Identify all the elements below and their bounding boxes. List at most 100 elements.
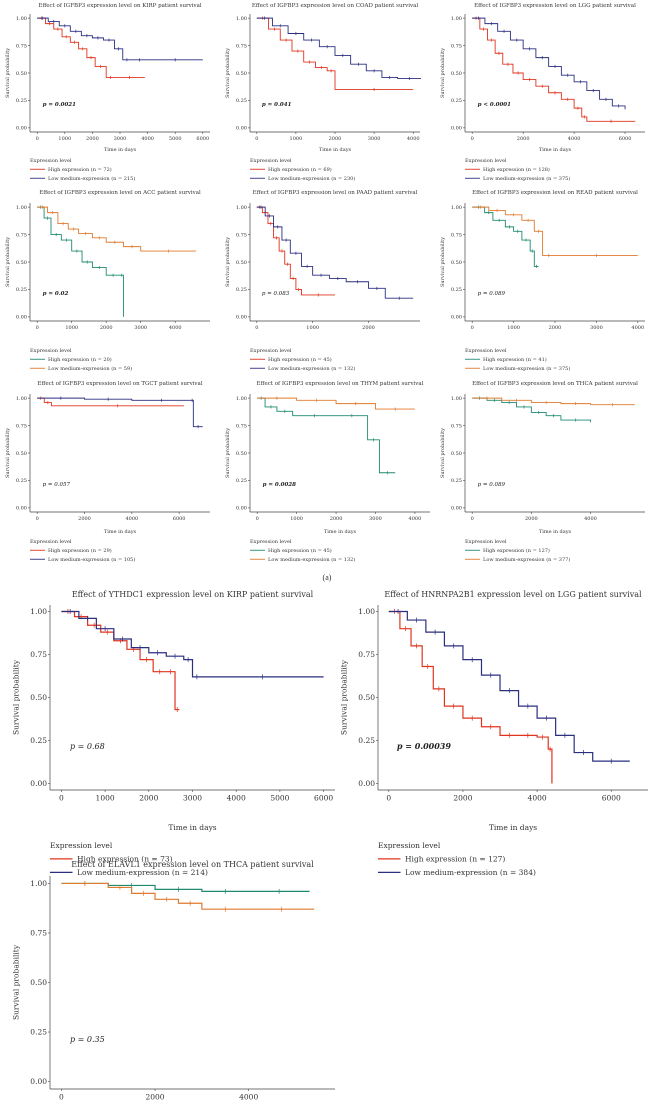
- y-tick-label: 0.00: [16, 506, 27, 512]
- survival-curve-1: [472, 206, 539, 267]
- x-tick-label: 3000: [134, 325, 147, 331]
- y-tick-label: 1.00: [358, 607, 375, 616]
- survival-curve-1: [257, 397, 396, 474]
- y-tick-label: 1.00: [451, 205, 462, 211]
- y-axis-label: Survival probability: [5, 48, 11, 98]
- y-tick-label: 0.75: [30, 929, 47, 938]
- y-tick-label: 0.50: [236, 71, 247, 77]
- y-tick-label: 0.75: [236, 423, 247, 429]
- y-tick-label: 1.00: [236, 205, 247, 211]
- y-tick-label: 0.00: [236, 506, 247, 512]
- chart-title: Effect of IGFBP3 expression level on KIR…: [38, 3, 202, 9]
- y-tick-label: 0.25: [236, 98, 247, 104]
- x-tick-label: 5000: [270, 794, 289, 803]
- survival-curve-2: [472, 206, 638, 256]
- x-tick-label: 4000: [631, 325, 644, 331]
- x-tick-label: 2000: [525, 516, 538, 522]
- p-value: p = 0.057: [43, 482, 71, 488]
- survival-curve-1: [37, 206, 124, 317]
- x-tick-label: 2000: [517, 136, 530, 142]
- x-tick-label: 1000: [507, 325, 520, 331]
- y-tick-label: 0.50: [358, 693, 375, 702]
- x-tick-label: 6000: [173, 516, 186, 522]
- x-tick-label: 4000: [584, 516, 597, 522]
- x-tick-label: 2000: [549, 325, 562, 331]
- y-tick-label: 0.25: [16, 478, 27, 484]
- legend-heading: Expression level: [465, 539, 507, 545]
- y-tick-label: 0.00: [236, 315, 247, 321]
- km-panel-3: Effect of IGFBP3 expression level on LGG…: [440, 3, 645, 182]
- x-axis-label: Time in days: [319, 147, 352, 153]
- survival-curve-2: [472, 17, 626, 110]
- legend-entry: Low medium-expression (n = 59): [48, 365, 132, 372]
- x-tick-label: 6000: [196, 136, 209, 142]
- y-tick-label: 0.50: [451, 451, 462, 457]
- p-value: p = 0.083: [262, 291, 290, 297]
- survival-curve-2: [37, 206, 196, 252]
- y-tick-label: 0.00: [451, 315, 462, 321]
- legend: Expression level High expression (n = 127…: [378, 841, 536, 877]
- x-tick-label: 2000: [145, 1093, 164, 1102]
- chart-title: Effect of IGFBP3 expression level on COA…: [252, 3, 419, 9]
- legend-heading: Expression level: [465, 158, 507, 164]
- km-panel-5: Effect of IGFBP3 expression level on PAA…: [225, 190, 420, 372]
- legend-entry: High expression (n = 45): [268, 356, 332, 363]
- y-tick-label: 0.00: [451, 506, 462, 512]
- p-value: p = 0.0021: [43, 102, 76, 108]
- y-tick-label: 0.50: [16, 260, 27, 266]
- survival-curve-2: [256, 17, 422, 79]
- survival-curve-2: [37, 397, 203, 428]
- y-tick-label: 0.75: [451, 423, 462, 429]
- legend: Expression level High expression (n = 45)…: [250, 539, 355, 563]
- y-axis-label: Survival probability: [440, 237, 446, 287]
- y-axis-label: Survival probability: [225, 48, 231, 98]
- x-axis-label: Time in days: [489, 823, 537, 832]
- survival-curve-2: [61, 610, 324, 678]
- x-tick-label: 6000: [619, 136, 632, 142]
- legend-heading: Expression level: [250, 158, 292, 164]
- y-tick-label: 0.75: [236, 232, 247, 238]
- y-tick-label: 1.00: [451, 16, 462, 22]
- chart-title: Effect of IGFBP3 expression level on THY…: [257, 381, 424, 387]
- x-tick-label: 2000: [329, 136, 342, 142]
- y-tick-label: 0.75: [16, 43, 27, 49]
- x-tick-label: 1000: [65, 325, 78, 331]
- legend-entry: Low medium-expression (n = 105): [48, 556, 135, 563]
- chart-title: Effect of IGFBP3 expression level on PAA…: [253, 190, 418, 196]
- y-tick-label: 0.75: [16, 423, 27, 429]
- legend-heading: Expression level: [30, 348, 72, 354]
- km-panel-6: Effect of IGFBP3 expression level on REA…: [440, 190, 645, 372]
- y-tick-label: 0.75: [236, 43, 247, 49]
- y-tick-label: 0.25: [30, 1028, 47, 1037]
- legend: Expression level High expression (n = 20)…: [30, 348, 132, 372]
- p-value: p = 0.089: [478, 482, 506, 488]
- x-tick-label: 4000: [568, 136, 581, 142]
- legend-heading: Expression level: [250, 539, 292, 545]
- legend: Expression level High expression (n = 72)…: [30, 158, 135, 182]
- survival-curve-2: [37, 17, 203, 61]
- y-tick-label: 0.50: [451, 260, 462, 266]
- legend: Expression level High expression (n = 41)…: [465, 348, 570, 372]
- chart-title: Effect of IGFBP3 expression level on TGC…: [37, 381, 202, 387]
- legend: Expression level High expression (n = 45)…: [250, 348, 355, 372]
- km-panel-11: Effect of HNRNPA2B1 expression level on …: [340, 590, 648, 877]
- survival-curve-1: [256, 206, 335, 296]
- legend-entry: High expression (n = 128): [483, 166, 550, 173]
- y-tick-label: 1.00: [16, 396, 27, 402]
- p-value: p < 0.0001: [478, 102, 511, 108]
- x-axis-label: Time in days: [104, 147, 137, 153]
- y-tick-label: 0.50: [16, 451, 27, 457]
- x-tick-label: 1000: [306, 325, 319, 331]
- legend-entry: High expression (n = 69): [268, 166, 332, 173]
- legend: Expression level High expression (n = 128…: [465, 158, 570, 182]
- x-tick-label: 1000: [290, 516, 303, 522]
- y-tick-label: 0.00: [451, 126, 462, 132]
- x-axis-label: Time in days: [168, 823, 216, 832]
- x-tick-label: 1000: [290, 136, 303, 142]
- y-tick-label: 0.00: [30, 779, 47, 788]
- x-tick-label: 2000: [453, 794, 472, 803]
- x-tick-label: 1000: [58, 136, 71, 142]
- x-tick-label: 6000: [314, 794, 333, 803]
- x-tick-label: 4000: [169, 325, 182, 331]
- x-tick-label: 0: [256, 516, 259, 522]
